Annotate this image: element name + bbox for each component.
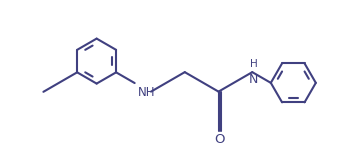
Text: NH: NH (138, 86, 155, 99)
Text: H: H (250, 59, 258, 69)
Text: O: O (215, 133, 225, 146)
Text: N: N (249, 73, 258, 86)
